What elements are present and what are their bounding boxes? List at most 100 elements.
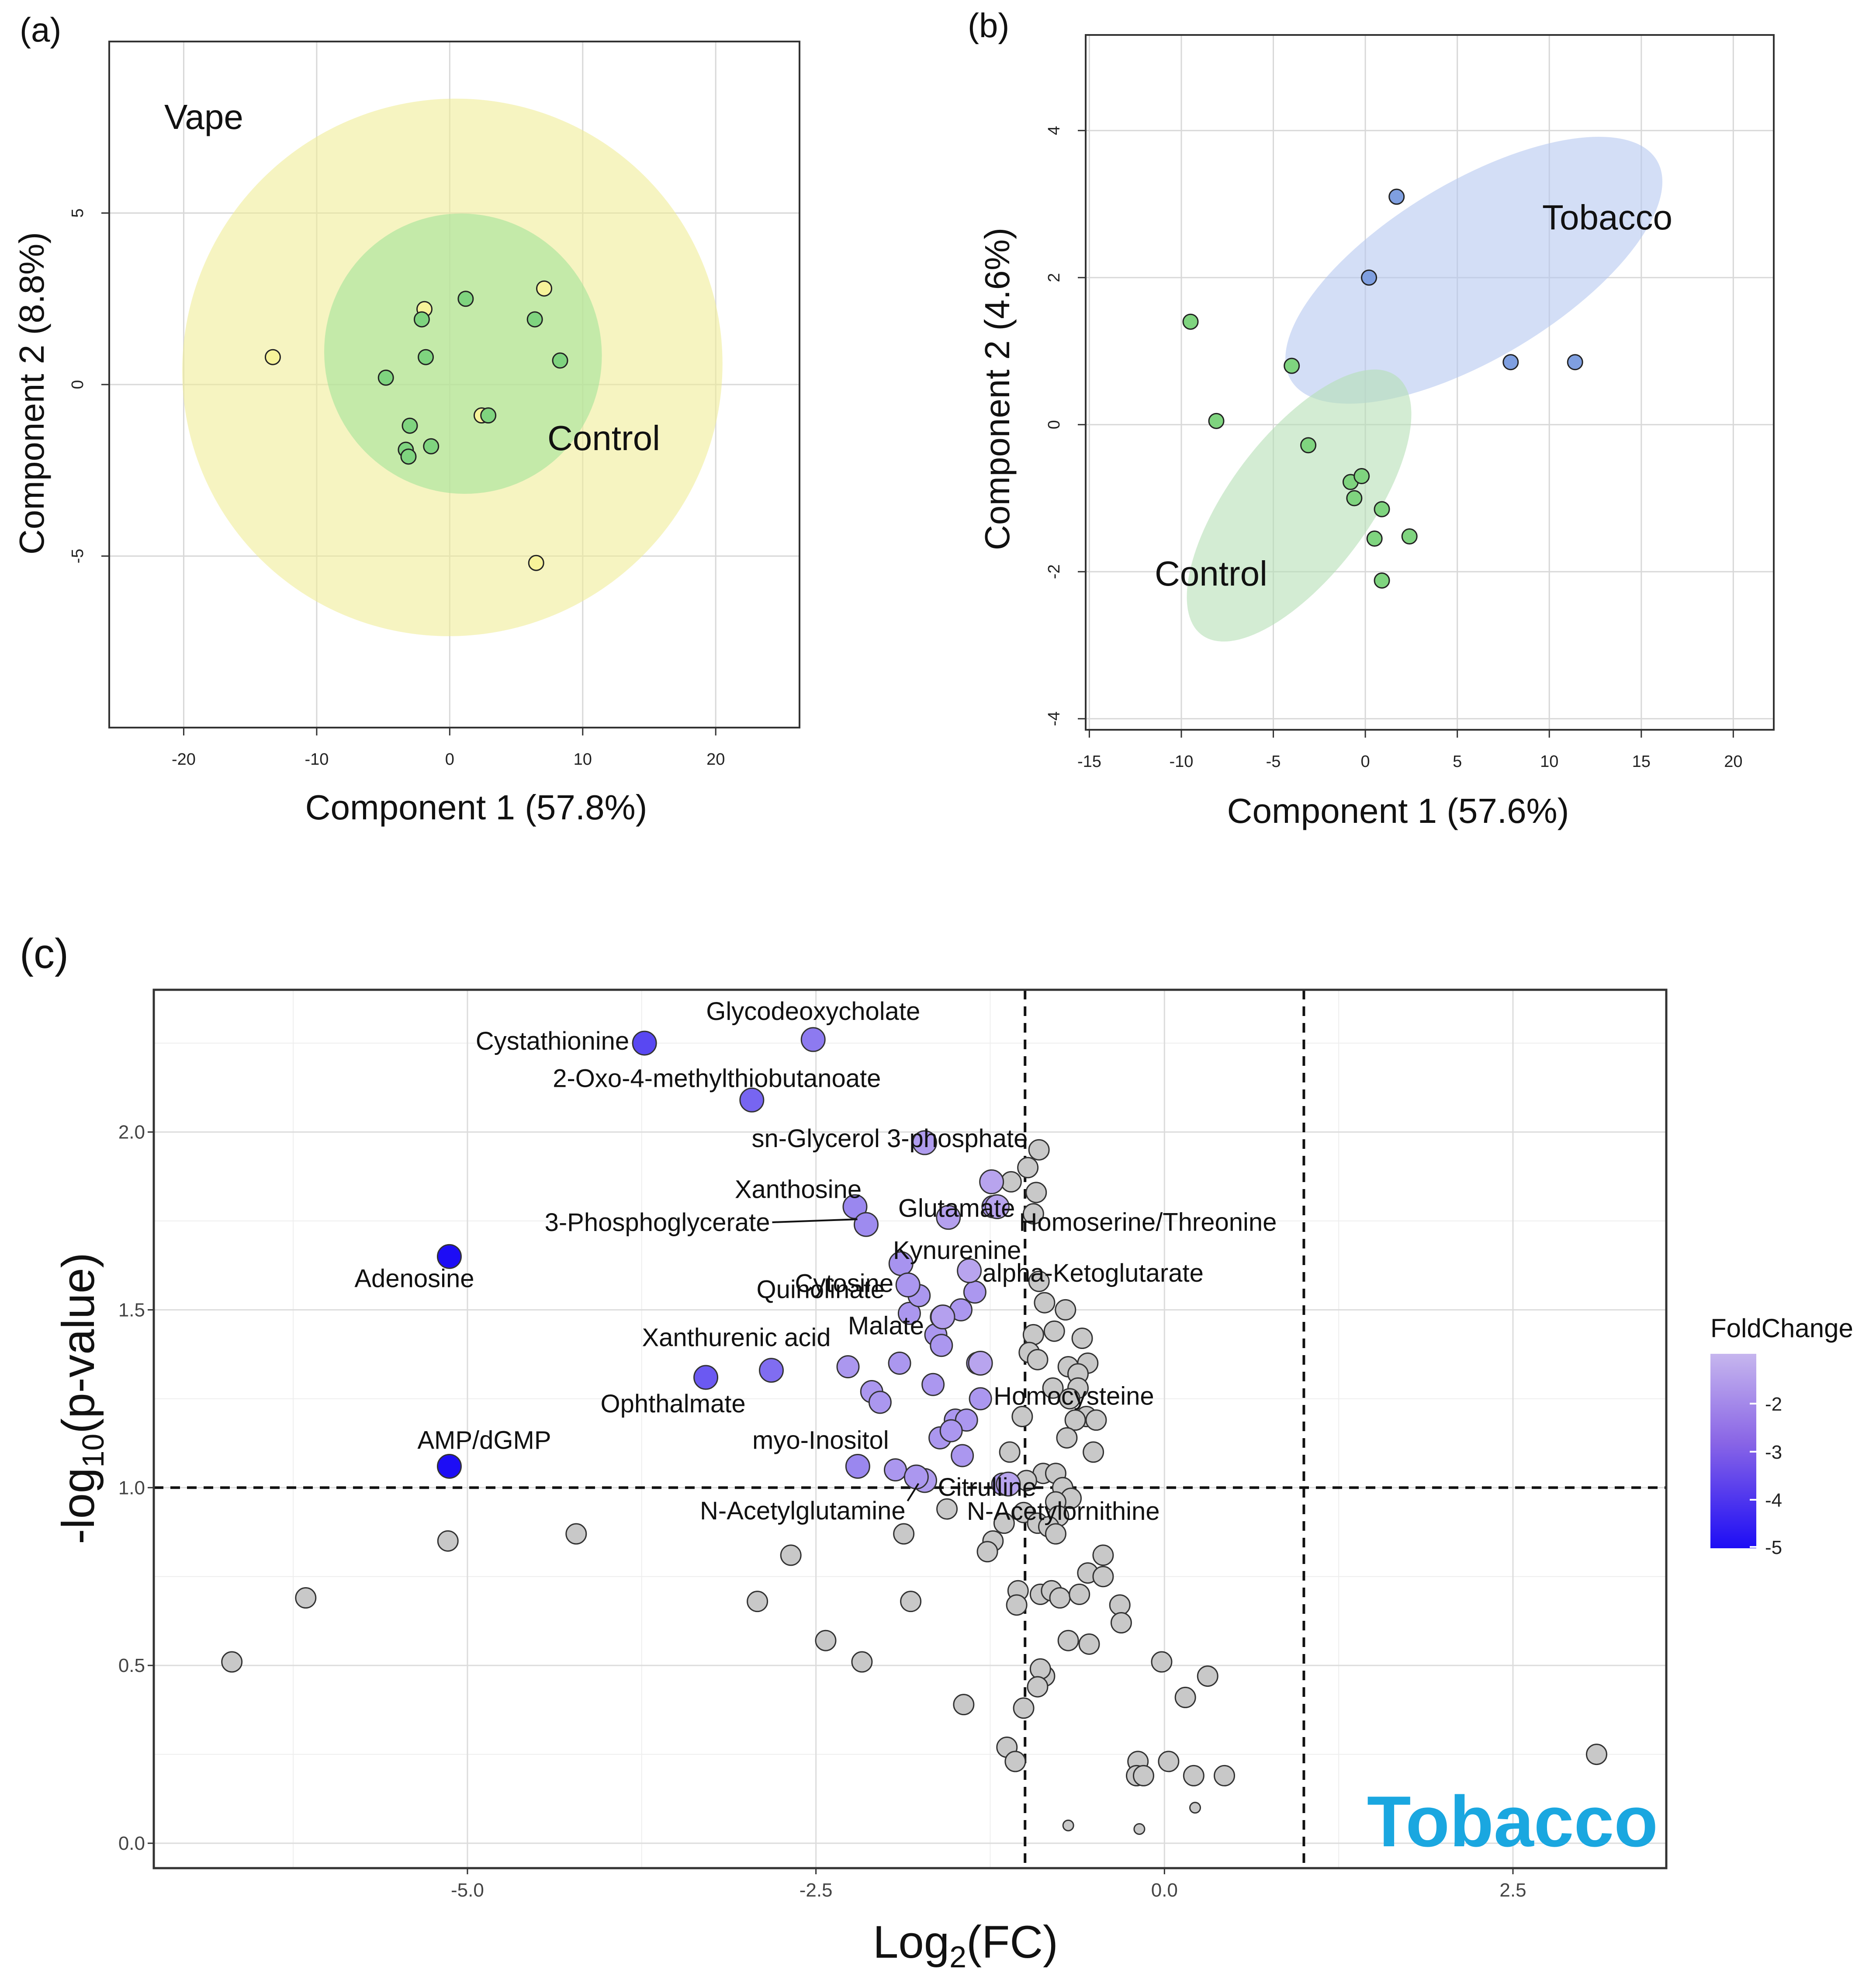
c-x-tick-label: -5.0	[451, 1880, 484, 1901]
c-metabolite-label: Homoserine/Threonine	[1019, 1208, 1277, 1236]
b-y-tick-label: 0	[1045, 420, 1063, 429]
c-grey-point	[976, 1541, 998, 1563]
panel-a-y-ticks: -5 0 5	[69, 208, 109, 563]
c-grey-point	[1027, 1349, 1049, 1370]
a-point-control	[413, 311, 430, 328]
panel-c-nonsignificant-points	[221, 1139, 1607, 1835]
panel-c-frame	[152, 988, 1668, 1869]
c-grey-point	[1069, 1583, 1090, 1605]
a-point-vape	[536, 280, 552, 297]
c-grey-point	[1057, 1630, 1079, 1651]
a-y-tick-label: 5	[69, 208, 87, 218]
c-grey-point	[780, 1544, 802, 1566]
panel-a-ellipses	[182, 98, 723, 636]
c-significant-point	[897, 1302, 921, 1325]
c-grey-point	[1078, 1633, 1100, 1655]
panel-b-tobacco-label: Tobacco	[1542, 198, 1672, 237]
c-grey-point	[221, 1651, 243, 1673]
c-significant-point	[969, 1387, 992, 1411]
panel-b-points	[1182, 188, 1583, 589]
a-point-control	[377, 369, 394, 386]
legend-tick-label: -5	[1765, 1537, 1782, 1558]
c-grey-point	[1197, 1665, 1218, 1687]
c-metabolite-label: N-Acetylglutamine	[700, 1497, 906, 1525]
c-significant-point	[912, 1130, 938, 1155]
panel-b-frame	[1085, 34, 1775, 731]
b-x-tick-label: 15	[1632, 752, 1651, 771]
b-point-control	[1346, 490, 1363, 506]
c-y-tick-label: 0.5	[118, 1655, 145, 1676]
b-point-tobacco	[1361, 269, 1378, 286]
c-grey-point	[1092, 1544, 1114, 1566]
b-x-tick-label: 5	[1453, 752, 1462, 771]
c-grey-point	[1028, 1139, 1050, 1161]
c-significant-point	[968, 1350, 993, 1376]
c-grey-point	[1158, 1751, 1180, 1772]
c-significant-point	[903, 1464, 929, 1490]
panel-c-x-ticks: -5.0 -2.5 0.0 2.5	[451, 1868, 1526, 1901]
c-y-tick-label: 1.0	[118, 1477, 145, 1498]
a-y-tick-label: -5	[69, 549, 87, 564]
panel-c-y-axis-title-tail: (p-value)	[53, 1252, 104, 1433]
c-grey-point	[1062, 1819, 1074, 1831]
c-leader-line	[907, 1483, 920, 1502]
legend-tick-label: -3	[1765, 1442, 1782, 1463]
c-grey-point	[1151, 1651, 1173, 1673]
c-significant-point	[936, 1205, 961, 1230]
c-y-tick-label: 2.0	[118, 1122, 145, 1143]
c-significant-point	[436, 1453, 462, 1479]
b-ellipse-tobacco	[1285, 137, 1663, 404]
c-grey-point	[1083, 1441, 1104, 1463]
c-grey-point	[1022, 1324, 1044, 1345]
c-grey-point	[815, 1630, 837, 1651]
c-x-tick-label: 2.5	[1499, 1880, 1526, 1901]
b-point-control	[1366, 531, 1383, 547]
c-grey-point	[900, 1591, 922, 1612]
legend-title: FoldChange	[1710, 1314, 1853, 1343]
c-significant-point	[957, 1258, 982, 1283]
c-metabolite-label: 3-Phosphoglycerate	[545, 1208, 770, 1237]
panel-b-chart: -15 -10 -5 0 5 10 15 20 -4 -2 0 2 4 Tobacco Control…	[978, 34, 1775, 830]
c-grey-point	[1214, 1765, 1236, 1786]
c-grey-point	[893, 1523, 915, 1545]
c-grey-point	[1013, 1697, 1035, 1719]
c-grey-point	[1071, 1327, 1093, 1349]
c-grey-point	[565, 1523, 587, 1545]
c-significant-point	[693, 1365, 719, 1390]
c-significant-point	[853, 1212, 879, 1237]
c-grey-point	[1028, 1270, 1050, 1292]
panel-b-x-ticks: -15 -10 -5 0 5 10 15 20	[1077, 730, 1742, 771]
c-metabolite-label: AMP/dGMP	[417, 1426, 551, 1454]
panel-b-y-ticks: -4 -2 0 2 4	[1045, 126, 1086, 726]
panel-a-vape-label: Vape	[164, 97, 243, 136]
b-point-control	[1353, 468, 1370, 485]
c-grey-point	[993, 1512, 1015, 1534]
panel-c-x-axis-title: Log2(FC)	[873, 1917, 1058, 1974]
a-x-tick-label: 10	[574, 750, 592, 769]
c-metabolite-label: N-Acetylornithine	[967, 1497, 1160, 1526]
c-significant-point	[951, 1444, 974, 1467]
c-significant-point	[845, 1453, 870, 1479]
c-metabolite-label: Xanthurenic acid	[642, 1324, 831, 1352]
c-grey-point	[1006, 1594, 1028, 1616]
c-leader-line	[772, 1218, 858, 1224]
c-grey-point	[1055, 1299, 1076, 1321]
c-significant-point	[759, 1358, 784, 1383]
a-x-tick-label: -20	[172, 750, 196, 769]
c-grey-point	[936, 1498, 958, 1520]
c-grey-point	[1059, 1388, 1080, 1410]
b-y-tick-label: -4	[1045, 711, 1063, 726]
c-grey-point	[1174, 1686, 1196, 1708]
a-ellipse-control	[324, 213, 602, 494]
b-point-control	[1401, 528, 1418, 544]
c-grey-point	[1056, 1427, 1078, 1449]
panel-a-label: (a)	[20, 10, 61, 49]
c-grey-point	[1092, 1566, 1114, 1588]
c-metabolite-label: 2-Oxo-4-methylthiobutanoate	[553, 1064, 881, 1092]
c-metabolite-label: myo-Inositol	[752, 1426, 889, 1454]
c-grey-point	[999, 1441, 1021, 1463]
c-grey-point	[1132, 1765, 1154, 1786]
c-grey-point	[1029, 1658, 1051, 1680]
c-significant-point	[888, 1351, 911, 1375]
c-grey-point	[1034, 1292, 1056, 1314]
